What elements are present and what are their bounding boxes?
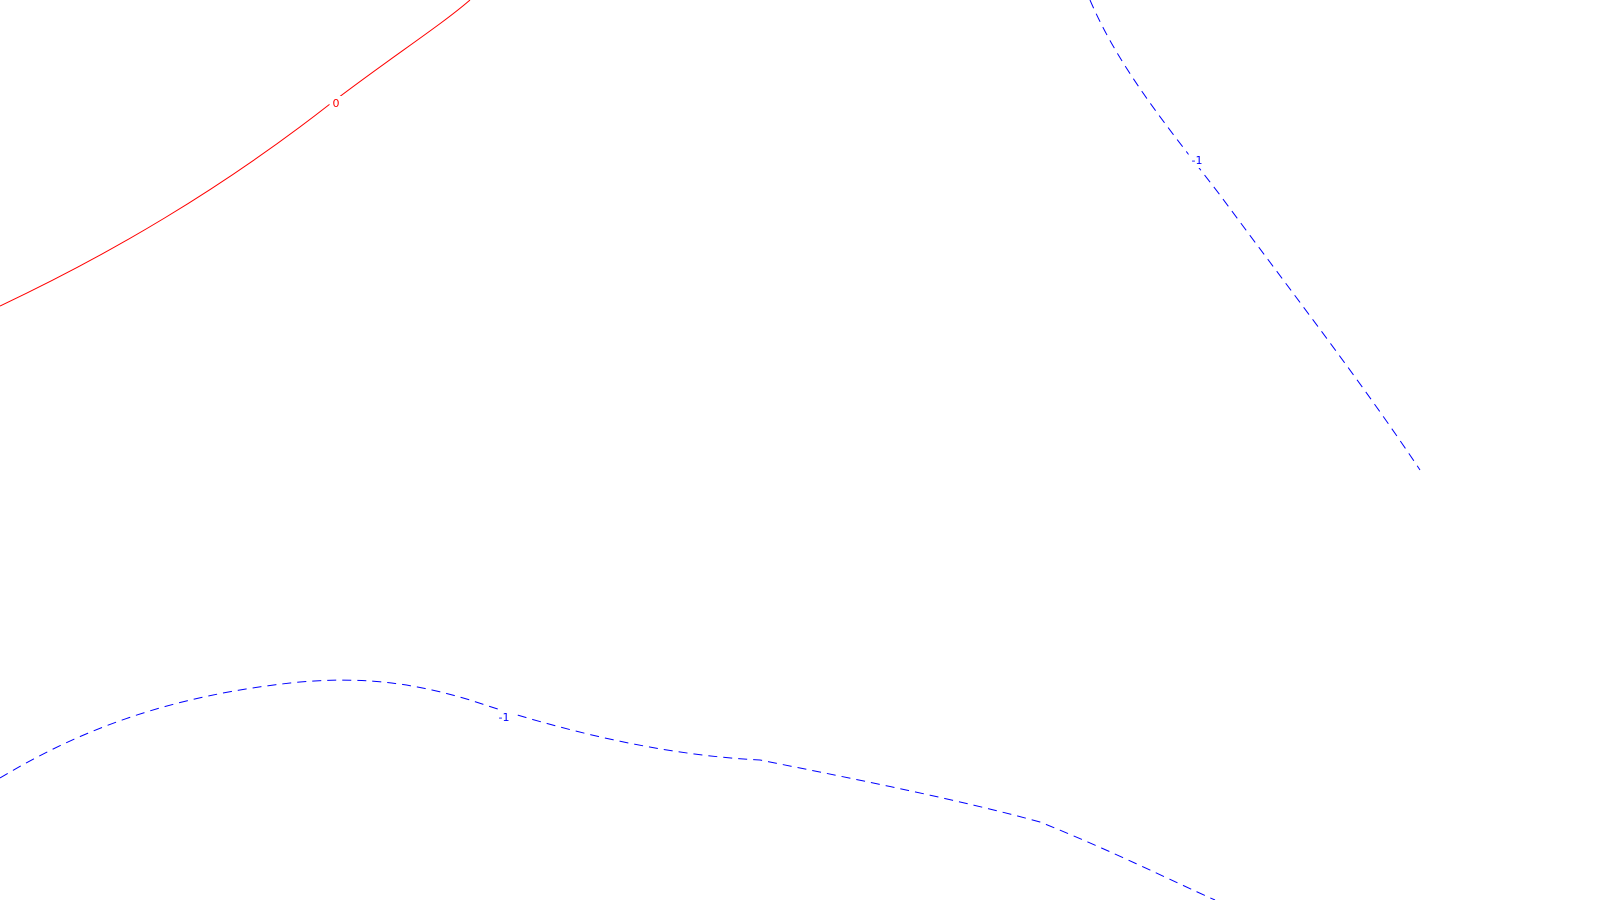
contour-line-level-0 <box>0 0 471 307</box>
contour-label-halo <box>1188 153 1206 168</box>
contour-label-level-minus1-lower: -1 <box>499 711 510 724</box>
contour-line-level-minus1-upper <box>1089 0 1421 471</box>
contour-label-halo <box>329 96 343 111</box>
contour-label-level-minus1-upper: -1 <box>1192 154 1203 167</box>
contour-line-level-minus1-lower <box>0 679 1216 900</box>
contour-label-halo <box>495 710 513 725</box>
contour-label-level-0: 0 <box>333 97 340 110</box>
